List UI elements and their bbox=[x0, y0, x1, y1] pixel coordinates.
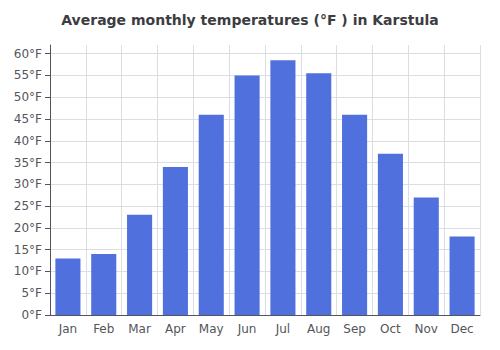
svg-text:50°F: 50°F bbox=[14, 90, 42, 104]
svg-text:15°F: 15°F bbox=[14, 243, 42, 257]
svg-text:Mar: Mar bbox=[128, 322, 151, 336]
svg-text:55°F: 55°F bbox=[14, 68, 42, 82]
svg-text:60°F: 60°F bbox=[14, 47, 42, 61]
svg-text:Nov: Nov bbox=[415, 322, 438, 336]
svg-text:35°F: 35°F bbox=[14, 156, 42, 170]
svg-text:0°F: 0°F bbox=[21, 308, 42, 322]
svg-text:30°F: 30°F bbox=[14, 177, 42, 191]
svg-text:Jan: Jan bbox=[58, 322, 78, 336]
svg-text:May: May bbox=[199, 322, 224, 336]
svg-text:20°F: 20°F bbox=[14, 221, 42, 235]
svg-text:Feb: Feb bbox=[93, 322, 114, 336]
svg-text:Dec: Dec bbox=[450, 322, 473, 336]
svg-text:Jun: Jun bbox=[237, 322, 257, 336]
svg-text:25°F: 25°F bbox=[14, 199, 42, 213]
svg-text:40°F: 40°F bbox=[14, 134, 42, 148]
svg-text:Average monthly temperatures (: Average monthly temperatures (°F ) in Ka… bbox=[61, 12, 438, 28]
svg-text:Jul: Jul bbox=[275, 322, 290, 336]
svg-text:5°F: 5°F bbox=[21, 286, 42, 300]
svg-text:Apr: Apr bbox=[165, 322, 186, 336]
svg-text:45°F: 45°F bbox=[14, 112, 42, 126]
svg-text:10°F: 10°F bbox=[14, 264, 42, 278]
svg-text:Sep: Sep bbox=[343, 322, 366, 336]
svg-text:Aug: Aug bbox=[307, 322, 330, 336]
svg-text:Oct: Oct bbox=[380, 322, 401, 336]
